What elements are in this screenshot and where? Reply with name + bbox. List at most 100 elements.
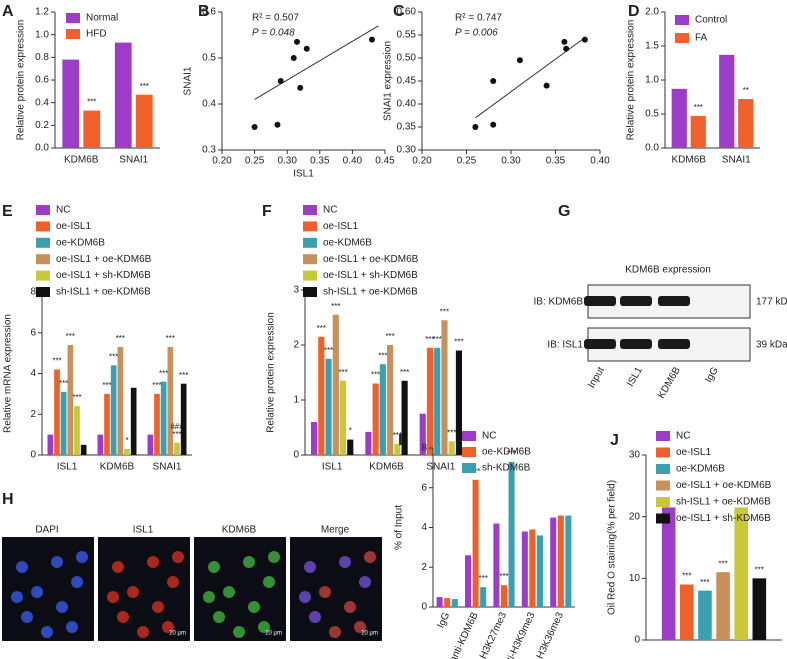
point xyxy=(297,84,304,91)
y-tick-label: 1 xyxy=(293,395,299,406)
significance: *** xyxy=(172,430,181,439)
significance: *** xyxy=(166,334,175,343)
significance: *** xyxy=(317,324,326,333)
legend-label: sh-KDM6B xyxy=(482,463,531,474)
x-tick-label: 0.45 xyxy=(375,156,395,167)
band xyxy=(584,339,616,349)
annotation: P = 0.048 xyxy=(252,28,295,39)
legend-swatch xyxy=(675,33,689,43)
legend-label: sh-ISL1 + oe-KDM6B xyxy=(323,287,418,298)
legend-swatch xyxy=(36,254,50,265)
cell xyxy=(66,621,78,633)
bar xyxy=(536,535,544,607)
y-axis-label: SNAI1 expression xyxy=(383,41,394,121)
y-tick-label: 4 xyxy=(421,522,427,533)
cell xyxy=(117,611,129,623)
point xyxy=(516,57,523,64)
y-axis-label: % of Input xyxy=(394,505,405,550)
panel-label: J xyxy=(610,432,619,449)
panel-label: E xyxy=(2,203,13,220)
y-tick-label: 0.50 xyxy=(397,53,417,64)
significance: *** xyxy=(682,572,691,581)
panel-label: G xyxy=(558,203,570,220)
legend-swatch xyxy=(462,431,476,441)
bar xyxy=(130,387,137,455)
bar xyxy=(444,598,451,607)
bar xyxy=(104,393,110,455)
significance: ### xyxy=(170,422,184,431)
band xyxy=(658,296,690,306)
cell xyxy=(41,626,53,638)
cell xyxy=(339,556,351,568)
legend-swatch xyxy=(66,13,80,23)
significance: *** xyxy=(152,381,161,390)
y-tick-label: 2 xyxy=(30,409,36,420)
significance: *** xyxy=(755,565,764,574)
legend-label: NC xyxy=(56,205,70,216)
x-tick-label: KDM6B xyxy=(672,155,707,166)
legend-swatch xyxy=(675,15,689,25)
significance: *** xyxy=(72,393,81,402)
bar xyxy=(671,88,687,148)
bar xyxy=(419,413,426,455)
legend-label: oe-KDM6B xyxy=(676,464,725,475)
y-tick-label: 0.45 xyxy=(397,76,417,87)
y-tick-label: 0.60 xyxy=(397,7,417,18)
cell xyxy=(56,601,68,613)
y-axis-label: Oil Red O staining(% per field) xyxy=(607,480,618,615)
legend-swatch xyxy=(303,270,317,281)
x-tick-label: SNAI1 xyxy=(426,462,455,473)
cell xyxy=(167,576,179,588)
x-tick-label: 0.35 xyxy=(310,156,330,167)
bar xyxy=(521,531,528,607)
bar xyxy=(480,587,487,607)
bar xyxy=(529,529,536,607)
bar xyxy=(339,380,347,455)
legend-swatch xyxy=(656,513,670,524)
significance: *** xyxy=(385,332,394,341)
bar xyxy=(434,347,441,455)
bar xyxy=(310,422,318,455)
cell xyxy=(299,591,311,603)
y-tick-label: 0.8 xyxy=(35,52,49,63)
y-tick-label: 30 xyxy=(629,450,641,461)
legend-swatch xyxy=(656,447,670,458)
y-tick-label: 2 xyxy=(421,562,427,573)
bar xyxy=(365,431,372,455)
legend-label: sh-ISL1 + oe-KDM6B xyxy=(676,497,771,508)
legend-label: NC xyxy=(676,431,690,442)
x-tick-label: 0.20 xyxy=(212,156,232,167)
legend-swatch xyxy=(66,29,80,39)
bar xyxy=(154,393,160,455)
scale-label: 20 μm xyxy=(361,631,378,637)
significance: *** xyxy=(102,381,111,390)
bar xyxy=(54,369,60,455)
bar xyxy=(565,515,572,607)
bar xyxy=(332,314,339,455)
x-tick-label: KDM6B xyxy=(64,155,99,166)
y-tick-label: 0.4 xyxy=(202,99,216,110)
y-axis-label: Relative mRNA expression xyxy=(3,314,14,433)
x-axis-label: ISL1 xyxy=(293,169,314,180)
x-tick-label: SNAI1 xyxy=(119,155,148,166)
x-tick-label: KDM6B xyxy=(369,462,404,473)
cell xyxy=(107,591,119,603)
point xyxy=(561,38,568,45)
legend-label: oe-ISL1 xyxy=(56,221,91,232)
cell xyxy=(31,586,43,598)
x-tick-label: IgG xyxy=(436,611,453,630)
cell xyxy=(21,611,33,623)
y-tick-label: 2.0 xyxy=(645,7,659,18)
bar xyxy=(60,391,67,455)
bar xyxy=(690,116,706,148)
bar xyxy=(47,434,54,455)
panel-label: D xyxy=(628,3,640,20)
cell xyxy=(354,621,366,633)
point xyxy=(472,124,479,130)
cell xyxy=(203,591,215,603)
bar xyxy=(174,442,180,455)
lane-label: ISL1 xyxy=(625,365,645,389)
bar xyxy=(110,365,117,455)
significance: ** xyxy=(743,86,749,95)
point xyxy=(293,38,300,45)
